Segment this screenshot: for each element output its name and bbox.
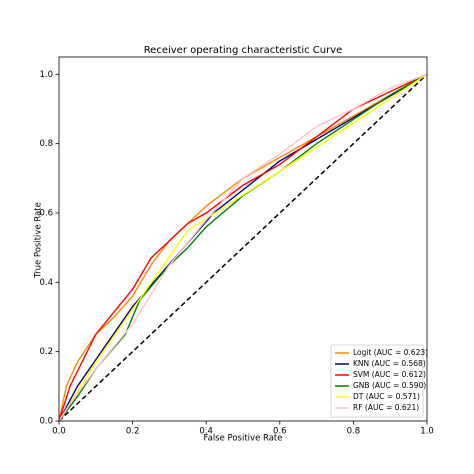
legend-box: [330, 344, 424, 418]
y-tick-label: 0.8: [39, 139, 53, 149]
x-tick-label: 0.2: [126, 427, 140, 437]
legend-label: SVM (AUC = 0.612): [353, 370, 426, 379]
legend-label: RF (AUC = 0.621): [353, 403, 419, 412]
x-tick-label: 0.8: [347, 427, 361, 437]
legend-label: GNB (AUC = 0.590): [353, 381, 426, 390]
roc-line: [58, 73, 428, 422]
plot-frame: [58, 56, 428, 422]
x-tick-label: 0.4: [199, 427, 213, 437]
y-tick-label: 0.2: [39, 347, 53, 357]
chance-line: [58, 73, 428, 422]
legend-label: KNN (AUC = 0.568): [353, 359, 426, 368]
roc-line: [58, 73, 428, 422]
y-tick-label: 0.4: [39, 278, 53, 288]
x-axis-label: False Positive Rate: [204, 434, 283, 444]
x-tick-label: 1.0: [420, 427, 434, 437]
y-tick-label: 1.0: [39, 70, 53, 80]
y-tick-label: 0.0: [39, 417, 53, 427]
chart-title: Receiver operating characteristic Curve: [144, 45, 343, 56]
y-tick-label: 0.6: [39, 209, 53, 219]
legend-label: DT (AUC = 0.571): [353, 392, 420, 401]
roc-line: [58, 73, 428, 422]
x-tick-label: 0.0: [52, 427, 66, 437]
x-tick-label: 0.6: [273, 427, 287, 437]
legend-label: Logit (AUC = 0.623): [353, 348, 428, 357]
y-axis-label: True Positive Rate: [34, 202, 44, 279]
